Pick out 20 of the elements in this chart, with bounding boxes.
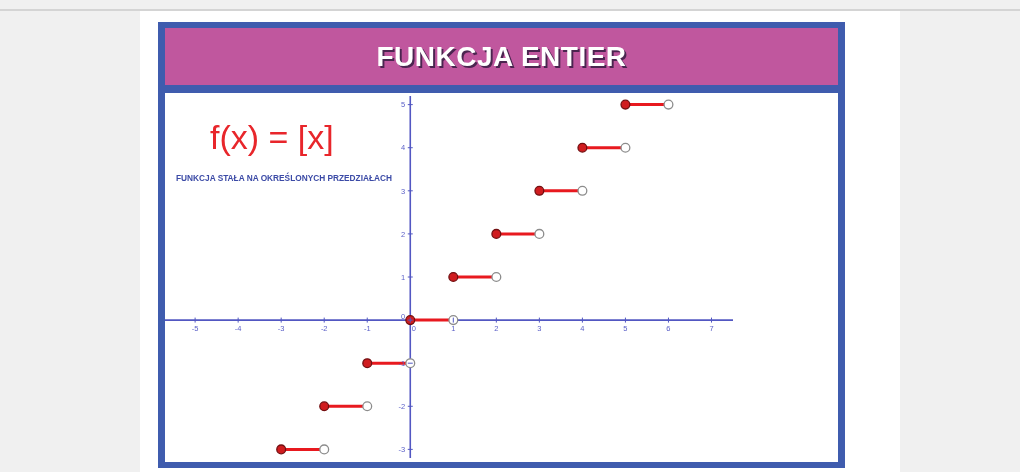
point xyxy=(362,358,373,369)
text: f(x) = [x] xyxy=(210,117,334,157)
point xyxy=(534,185,545,196)
point xyxy=(276,444,287,455)
point xyxy=(491,228,502,239)
chart-title: FUNKCJA ENTIER xyxy=(376,40,627,73)
point xyxy=(319,444,330,455)
point xyxy=(663,99,674,110)
point xyxy=(491,271,502,283)
point xyxy=(577,185,588,196)
point xyxy=(319,401,330,412)
point xyxy=(448,315,459,326)
point xyxy=(534,228,545,239)
point xyxy=(362,401,373,412)
annotation: FUNKCJA STAŁA NA OKREŚLONYCH PRZEDZIAŁACH xyxy=(176,173,393,183)
point xyxy=(577,142,588,153)
point xyxy=(620,142,631,153)
point xyxy=(620,99,631,110)
point xyxy=(405,358,416,369)
point xyxy=(448,271,459,283)
